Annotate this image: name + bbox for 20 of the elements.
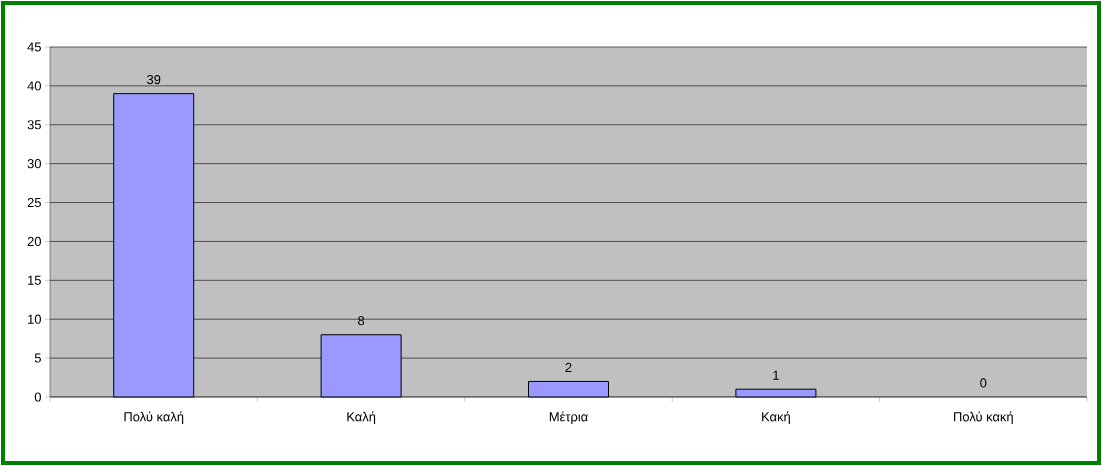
y-tick-label: 15 <box>28 275 41 285</box>
x-tick-label: Κακή <box>762 411 790 424</box>
y-tick-label: 35 <box>27 120 41 130</box>
data-label: 8 <box>358 316 365 326</box>
x-tick-label: Πολύ καλή <box>124 411 184 424</box>
x-tick-label: Μέτρια <box>549 411 588 424</box>
data-label: 1 <box>773 370 779 380</box>
y-tick-label: 30 <box>27 159 41 169</box>
data-label: 2 <box>565 362 572 372</box>
y-tick-label: 40 <box>27 81 41 91</box>
y-tick-label: 0 <box>34 392 41 402</box>
y-tick-label: 20 <box>27 236 41 247</box>
y-tick-label: 45 <box>27 42 41 52</box>
x-tick-label: Πολύ κακή <box>954 411 1013 424</box>
data-label: 0 <box>980 378 987 388</box>
y-tick-label: 5 <box>34 353 41 363</box>
y-tick-label: 25 <box>27 197 41 208</box>
x-tick-label: Καλή <box>347 411 376 424</box>
y-tick-label: 10 <box>28 314 41 324</box>
data-label: 39 <box>147 74 161 85</box>
